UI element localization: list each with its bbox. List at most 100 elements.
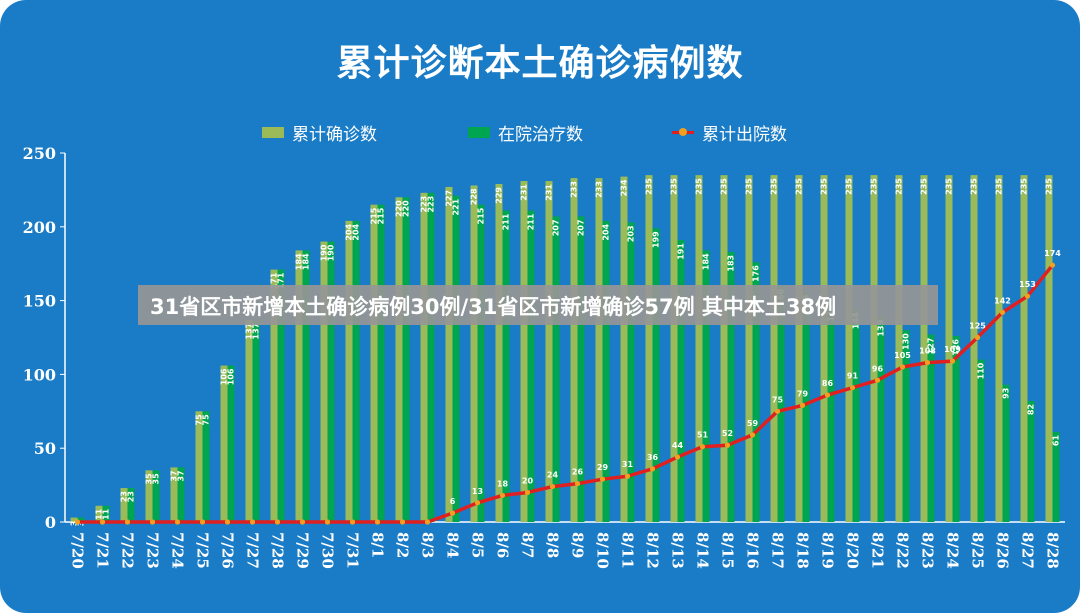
bar-cumulative bbox=[245, 319, 253, 522]
bar-cumulative bbox=[695, 175, 703, 522]
point-discharged bbox=[74, 519, 81, 525]
x-tick-label: 8/3 bbox=[419, 532, 437, 558]
point-discharged bbox=[324, 519, 331, 525]
x-tick-label: 7/27 bbox=[244, 532, 262, 569]
data-label-in-hospital: 37 bbox=[177, 470, 186, 481]
data-label-in-hospital: 223 bbox=[427, 196, 436, 213]
x-tick-label: 8/21 bbox=[869, 532, 887, 569]
data-label-cumulative: 235 bbox=[970, 178, 979, 195]
data-label-in-hospital: 190 bbox=[327, 244, 336, 261]
data-label-cumulative: 235 bbox=[920, 178, 929, 195]
point-discharged bbox=[1049, 262, 1056, 268]
bar-in-hospital bbox=[777, 285, 785, 522]
data-label-in-hospital: 204 bbox=[352, 223, 361, 240]
bar-in-hospital bbox=[952, 336, 960, 522]
data-label-discharged: 20 bbox=[522, 476, 534, 485]
x-tick-label: 8/20 bbox=[844, 532, 862, 569]
point-discharged bbox=[724, 442, 731, 448]
point-discharged bbox=[799, 402, 806, 408]
x-tick-label: 8/8 bbox=[544, 532, 562, 558]
bar-in-hospital bbox=[402, 197, 410, 522]
data-label-discharged: 96 bbox=[872, 364, 884, 373]
data-label-in-hospital: 110 bbox=[977, 362, 986, 379]
bar-in-hospital bbox=[677, 240, 685, 523]
x-tick-label: 8/10 bbox=[594, 532, 612, 569]
point-discharged bbox=[599, 476, 606, 482]
data-label-cumulative: 235 bbox=[995, 178, 1004, 195]
y-tick-label: 100 bbox=[23, 365, 56, 384]
x-tick-label: 7/23 bbox=[144, 532, 162, 569]
data-label-discharged: 18 bbox=[497, 479, 509, 488]
x-tick-label: 8/19 bbox=[819, 532, 837, 569]
point-discharged bbox=[549, 483, 556, 490]
data-label-in-hospital: 211 bbox=[502, 213, 511, 230]
legend-swatch-cumulative bbox=[262, 126, 284, 138]
point-discharged bbox=[874, 377, 881, 383]
point-discharged bbox=[274, 519, 281, 525]
bar-cumulative bbox=[595, 178, 603, 523]
data-label-cumulative: 235 bbox=[670, 178, 679, 195]
data-label-discharged: 36 bbox=[647, 453, 659, 462]
data-label-discharged: 52 bbox=[722, 429, 733, 438]
bar-cumulative bbox=[945, 175, 953, 522]
point-discharged bbox=[624, 473, 631, 479]
point-discharged bbox=[924, 359, 931, 366]
bar-in-hospital bbox=[1002, 384, 1010, 522]
data-label-cumulative: 215 bbox=[370, 207, 379, 224]
x-tick-label: 8/1 bbox=[369, 532, 387, 558]
data-label-cumulative: 235 bbox=[745, 178, 754, 195]
data-label-cumulative: 75 bbox=[195, 414, 204, 426]
point-discharged bbox=[399, 519, 406, 525]
bar-cumulative bbox=[370, 204, 378, 522]
bar-in-hospital bbox=[602, 220, 610, 522]
bar-in-hospital bbox=[302, 250, 310, 522]
data-label-in-hospital: 211 bbox=[527, 213, 536, 230]
x-tick-label: 8/2 bbox=[394, 532, 412, 558]
data-label-in-hospital: 171 bbox=[277, 272, 286, 289]
x-tick-label: 8/18 bbox=[794, 532, 812, 569]
bar-in-hospital bbox=[577, 216, 585, 522]
bar-cumulative bbox=[970, 175, 978, 522]
bar-in-hospital bbox=[352, 220, 360, 522]
data-label-cumulative: 229 bbox=[495, 187, 504, 204]
y-tick-label: 50 bbox=[34, 439, 56, 458]
data-label-cumulative: 235 bbox=[895, 178, 904, 195]
point-discharged bbox=[374, 519, 381, 525]
x-tick-label: 7/30 bbox=[319, 532, 337, 569]
bar-cumulative bbox=[795, 175, 803, 522]
data-label-in-hospital: 220 bbox=[402, 200, 411, 217]
data-label-cumulative: 235 bbox=[695, 178, 704, 195]
bar-in-hospital bbox=[1027, 400, 1035, 522]
bar-cumulative bbox=[1020, 175, 1028, 522]
bar-cumulative bbox=[220, 365, 228, 522]
bar-cumulative bbox=[195, 411, 203, 522]
bar-cumulative bbox=[395, 197, 403, 522]
point-discharged bbox=[424, 519, 431, 525]
data-label-discharged: 174 bbox=[1044, 249, 1061, 258]
bar-cumulative bbox=[470, 185, 478, 523]
x-tick-label: 8/11 bbox=[619, 532, 637, 569]
bar-in-hospital bbox=[1052, 431, 1060, 522]
data-label-discharged: 6 bbox=[450, 497, 456, 506]
x-tick-label: 8/9 bbox=[569, 532, 587, 558]
x-tick-label: 7/31 bbox=[344, 532, 362, 569]
point-discharged bbox=[499, 492, 506, 499]
bar-in-hospital bbox=[177, 467, 185, 522]
data-label-in-hospital: 184 bbox=[702, 253, 711, 270]
bar-in-hospital bbox=[702, 250, 710, 522]
x-tick-label: 8/17 bbox=[769, 532, 787, 569]
x-tick-label: 8/15 bbox=[719, 532, 737, 569]
point-discharged bbox=[649, 466, 656, 472]
data-label-cumulative: 235 bbox=[720, 178, 729, 195]
bar-cumulative bbox=[570, 178, 578, 523]
chart-title: 累计诊断本土确诊病例数 bbox=[336, 43, 744, 84]
point-discharged bbox=[124, 519, 131, 525]
data-label-cumulative: 231 bbox=[520, 184, 529, 201]
data-label-discharged: 105 bbox=[894, 351, 911, 360]
data-label-in-hospital: 176 bbox=[752, 265, 761, 282]
data-label-cumulative: 228 bbox=[470, 188, 479, 205]
bar-in-hospital bbox=[852, 309, 860, 522]
bar-in-hospital bbox=[877, 316, 885, 522]
x-tick-label: 8/14 bbox=[694, 532, 712, 569]
